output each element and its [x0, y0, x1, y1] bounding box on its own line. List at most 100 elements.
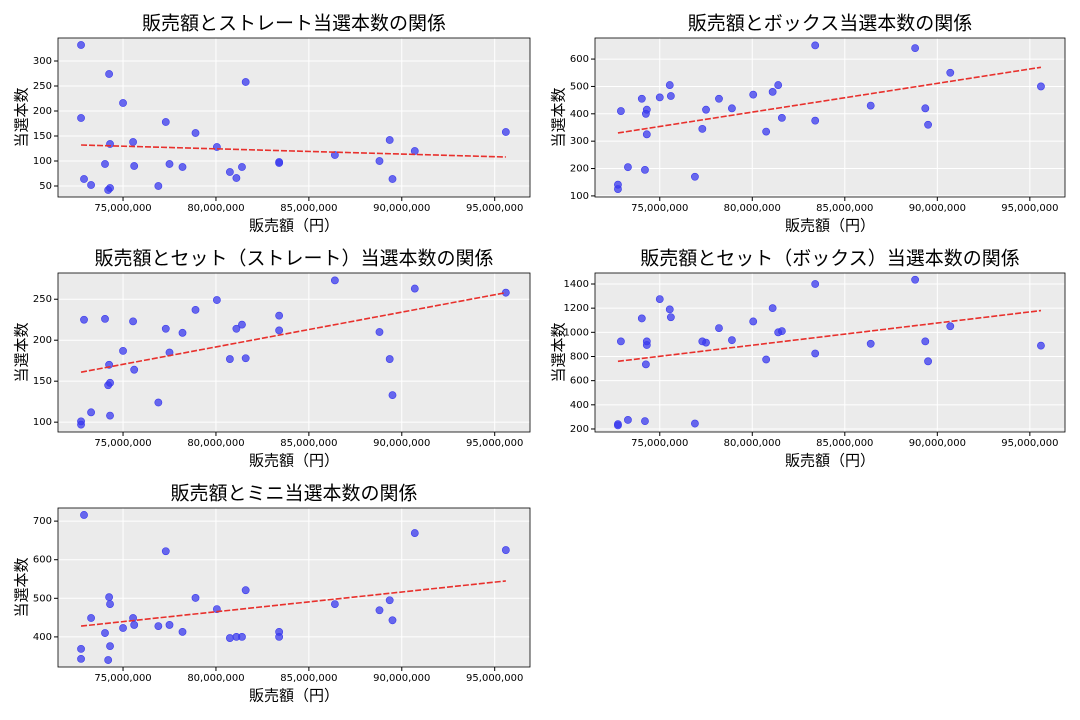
point: [178, 328, 187, 337]
point: [921, 104, 930, 113]
point: [106, 642, 114, 651]
point: [161, 324, 170, 333]
subplot: 75,000,000 80,000,000 85,000,000 90,000,000…: [13, 483, 531, 705]
point: [130, 162, 139, 170]
point: [617, 337, 625, 346]
plot-area: [595, 38, 1065, 197]
x-axis-label: 販売額（円）: [249, 217, 339, 235]
point: [728, 104, 736, 113]
point: [665, 305, 674, 314]
x-tick-label: 90,000,000: [373, 203, 430, 214]
point: [77, 114, 85, 122]
point: [191, 305, 200, 314]
point: [715, 324, 723, 332]
point: [238, 320, 246, 329]
x-tick-label: 90,000,000: [909, 438, 966, 449]
point: [130, 365, 139, 374]
y-axis-label: 当選本数: [550, 322, 568, 382]
point: [165, 621, 174, 629]
point: [154, 398, 163, 407]
plot-area: [58, 38, 530, 197]
point: [702, 338, 710, 347]
point: [178, 627, 187, 636]
point: [154, 182, 163, 190]
point: [119, 346, 127, 355]
point: [702, 105, 710, 114]
point: [375, 157, 384, 165]
point: [129, 138, 137, 146]
subplot: 75,000,000 80,000,000 85,000,000 90,000,000…: [550, 13, 1066, 235]
y-tick-label: 500: [570, 81, 589, 92]
point: [698, 124, 707, 133]
point: [811, 116, 820, 125]
point: [330, 600, 339, 608]
point: [77, 420, 85, 429]
trend-line: [617, 66, 1042, 134]
point: [762, 355, 771, 364]
y-tick-label: 100: [570, 191, 589, 202]
point: [774, 81, 783, 89]
point: [80, 511, 88, 519]
point: [911, 275, 920, 284]
x-tick-label: 75,000,000: [94, 673, 151, 684]
y-tick-label: 150: [33, 131, 52, 142]
point: [911, 44, 920, 53]
x-tick-label: 95,000,000: [1001, 203, 1058, 214]
point: [410, 529, 419, 537]
point: [165, 160, 174, 168]
x-tick-label: 85,000,000: [280, 438, 337, 449]
point: [388, 391, 397, 400]
trend-line: [617, 309, 1042, 363]
point: [641, 360, 650, 369]
y-tick-label: 700: [33, 516, 52, 527]
axes-frame: [57, 507, 531, 668]
y-tick-label: 200: [33, 106, 52, 117]
point: [768, 304, 777, 313]
point: [119, 99, 127, 107]
point: [811, 349, 820, 358]
point: [777, 327, 786, 336]
y-axis-label: 当選本数: [13, 557, 31, 617]
axes-frame: [57, 37, 531, 198]
point: [130, 621, 139, 629]
point: [666, 313, 675, 322]
subplot-title: 販売額とセット（ストレート）当選本数の関係: [94, 248, 493, 270]
point: [642, 341, 651, 349]
x-tick-label: 75,000,000: [631, 438, 688, 449]
y-tick-label: 600: [570, 54, 589, 65]
point: [946, 322, 955, 331]
point: [410, 147, 419, 155]
point: [241, 354, 250, 363]
x-tick-label: 90,000,000: [373, 673, 430, 684]
point: [501, 128, 510, 136]
plot-area: [595, 273, 1065, 432]
point: [225, 168, 234, 176]
y-tick-label: 100: [33, 417, 52, 428]
point: [762, 127, 771, 136]
y-tick-label: 300: [570, 136, 589, 147]
point: [921, 337, 930, 346]
subplot: 75,000,000 80,000,000 85,000,000 90,000,000…: [13, 248, 531, 470]
x-tick-label: 95,000,000: [1001, 438, 1058, 449]
axes-frame: [594, 272, 1066, 433]
point: [275, 632, 284, 641]
point: [77, 41, 85, 49]
point: [749, 317, 758, 326]
plot-area: [58, 508, 530, 667]
point: [101, 314, 109, 323]
point: [232, 174, 241, 182]
x-tick-label: 85,000,000: [816, 203, 873, 214]
x-tick-label: 85,000,000: [816, 438, 873, 449]
point: [275, 326, 284, 335]
point: [178, 163, 187, 171]
point: [87, 408, 95, 417]
y-tick-label: 300: [33, 56, 52, 67]
point: [388, 175, 397, 183]
point: [106, 378, 114, 387]
y-axis-label: 当選本数: [550, 87, 568, 147]
point: [87, 181, 95, 189]
point: [106, 600, 114, 608]
point: [946, 68, 955, 77]
point: [161, 547, 170, 556]
point: [811, 41, 820, 50]
